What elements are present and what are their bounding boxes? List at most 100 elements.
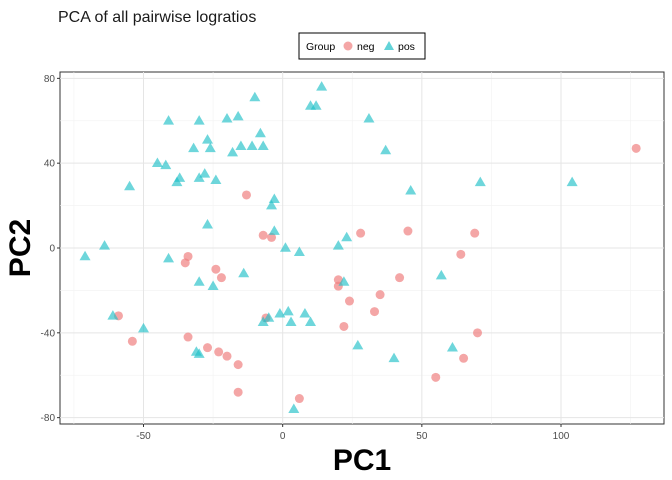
point-pos: [363, 112, 375, 123]
point-pos: [341, 231, 353, 242]
point-neg: [631, 143, 641, 153]
point-neg: [470, 228, 480, 238]
point-pos: [257, 316, 269, 327]
point-pos: [193, 115, 205, 125]
legend-pos-label: pos: [398, 41, 415, 53]
gridlines: [60, 72, 664, 424]
point-pos: [138, 322, 150, 333]
point-neg: [211, 264, 221, 274]
point-pos: [282, 305, 294, 316]
x-tick-label: 50: [416, 431, 428, 442]
point-pos: [435, 269, 447, 280]
point-pos: [232, 110, 244, 121]
point-neg: [339, 321, 349, 331]
point-pos: [474, 176, 486, 187]
point-neg: [356, 228, 366, 238]
x-axis-title: PC1: [333, 444, 391, 477]
point-neg: [183, 332, 193, 342]
point-pos: [79, 250, 91, 261]
point-pos: [107, 310, 119, 320]
legend-pos-marker: [384, 41, 394, 50]
point-neg: [222, 351, 232, 361]
point-pos: [274, 308, 286, 318]
point-pos: [388, 352, 400, 363]
legend-title: Group: [306, 41, 335, 53]
point-pos: [285, 316, 297, 327]
point-neg: [216, 273, 226, 283]
point-pos: [204, 142, 216, 153]
point-neg: [294, 394, 304, 404]
point-neg: [127, 336, 137, 346]
point-pos: [299, 308, 311, 318]
legend-box: [298, 32, 426, 60]
y-tick-label: 0: [49, 244, 55, 255]
point-pos: [227, 146, 239, 157]
point-pos: [279, 242, 291, 252]
point-pos: [193, 276, 205, 286]
point-pos: [163, 252, 175, 263]
legend-neg-marker: [343, 41, 353, 51]
y-tick-label: 80: [44, 74, 56, 85]
point-neg: [459, 353, 469, 363]
point-pos: [99, 240, 111, 250]
point-pos: [163, 115, 175, 125]
point-pos: [193, 348, 205, 358]
point-pos: [221, 112, 233, 123]
point-pos: [210, 174, 222, 184]
point-pos: [207, 280, 219, 290]
point-neg: [431, 372, 441, 382]
point-pos: [246, 140, 258, 151]
point-pos: [288, 403, 300, 413]
point-neg: [233, 360, 243, 370]
point-pos: [199, 168, 211, 178]
point-pos: [405, 185, 417, 195]
point-neg: [214, 347, 224, 357]
y-axis-title: PC2: [4, 219, 37, 277]
y-tick-label: 40: [44, 159, 56, 170]
point-neg: [403, 226, 413, 236]
point-pos: [235, 140, 247, 151]
x-tick-label: 100: [553, 431, 570, 442]
chart-title: PCA of all pairwise logratios: [58, 9, 256, 26]
point-neg: [344, 296, 354, 306]
point-pos: [263, 312, 275, 322]
point-pos: [446, 341, 458, 352]
point-pos: [160, 159, 172, 170]
point-pos: [266, 199, 278, 210]
point-pos: [293, 246, 305, 257]
point-pos: [151, 157, 163, 167]
legend-neg-label: neg: [357, 41, 375, 53]
legend: Group neg pos: [298, 32, 426, 60]
point-pos: [566, 176, 578, 187]
y-tick-label: -40: [41, 328, 56, 339]
point-neg: [370, 307, 380, 317]
point-neg: [258, 230, 268, 240]
y-tick-label: -80: [41, 413, 56, 424]
data-points: [79, 81, 641, 413]
point-pos: [238, 267, 250, 278]
point-pos: [249, 91, 261, 102]
point-pos: [352, 339, 364, 350]
point-neg: [203, 343, 213, 353]
point-pos: [202, 218, 214, 229]
point-pos: [332, 240, 344, 250]
point-neg: [233, 387, 243, 397]
point-pos: [188, 142, 200, 153]
point-neg: [395, 273, 405, 283]
point-pos: [257, 140, 269, 151]
point-pos: [254, 127, 266, 138]
point-neg: [473, 328, 483, 338]
point-pos: [338, 276, 350, 286]
axis-ticks: -50 0 50 100 -80 -40 0 40 80: [41, 74, 570, 442]
point-pos: [305, 316, 317, 327]
point-pos: [193, 172, 205, 182]
point-pos: [268, 225, 280, 235]
point-pos: [174, 172, 186, 182]
point-pos: [316, 81, 328, 91]
x-tick-label: -50: [136, 431, 151, 442]
point-pos: [310, 100, 322, 110]
point-pos: [202, 134, 214, 144]
point-neg: [241, 190, 251, 200]
point-neg: [375, 290, 385, 300]
